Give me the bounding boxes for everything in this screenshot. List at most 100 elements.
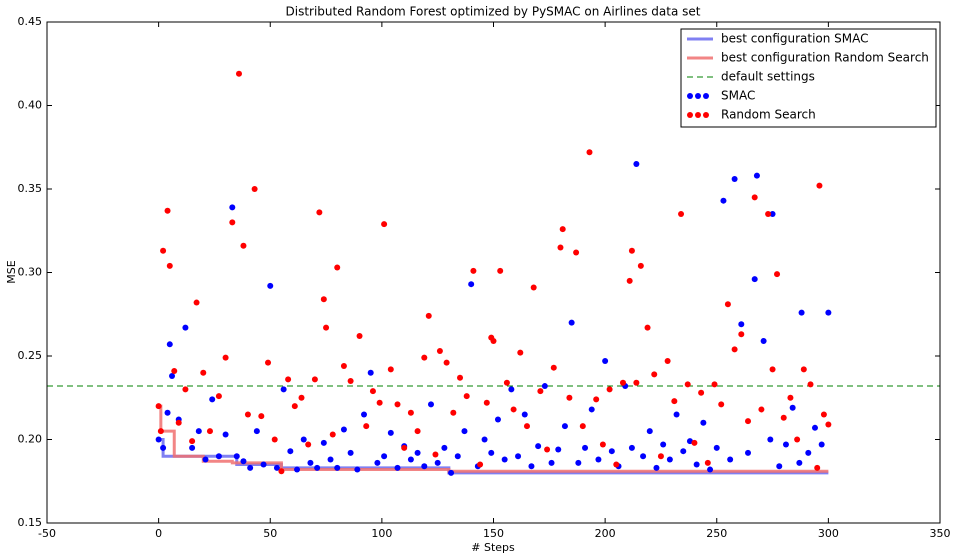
point xyxy=(258,413,265,420)
point xyxy=(320,296,327,303)
point xyxy=(582,444,589,451)
plot-area xyxy=(47,70,940,476)
point xyxy=(195,428,202,435)
point xyxy=(718,401,725,408)
point xyxy=(798,309,805,316)
point xyxy=(215,453,222,460)
point xyxy=(666,456,673,463)
point xyxy=(189,438,196,445)
point xyxy=(421,354,428,361)
point xyxy=(731,175,738,182)
point xyxy=(164,409,171,416)
point xyxy=(233,453,240,460)
point xyxy=(323,324,330,331)
point xyxy=(769,366,776,373)
point xyxy=(700,419,707,426)
point xyxy=(222,431,229,438)
point xyxy=(240,242,247,249)
point xyxy=(724,301,731,308)
point xyxy=(294,466,301,473)
point xyxy=(287,448,294,455)
point xyxy=(637,262,644,269)
point xyxy=(443,359,450,366)
point xyxy=(160,444,167,451)
point xyxy=(820,411,827,418)
point xyxy=(387,429,394,436)
chart-title: Distributed Random Forest optimized by P… xyxy=(286,5,701,19)
point xyxy=(247,464,254,471)
point xyxy=(628,444,635,451)
point xyxy=(265,359,272,366)
x-tick-label: 250 xyxy=(706,527,727,540)
point xyxy=(229,219,236,226)
point xyxy=(523,423,530,430)
point xyxy=(707,466,714,473)
point xyxy=(193,299,200,306)
point xyxy=(651,371,658,378)
point xyxy=(448,469,455,476)
plot-frame xyxy=(46,21,941,524)
point xyxy=(508,386,515,393)
point xyxy=(155,403,162,410)
point xyxy=(267,282,274,289)
y-axis-label: MSE xyxy=(5,260,18,283)
point xyxy=(575,459,582,466)
point xyxy=(271,436,278,443)
point xyxy=(414,449,421,456)
point xyxy=(550,364,557,371)
legend-label: SMAC xyxy=(721,89,755,103)
point xyxy=(760,337,767,344)
point xyxy=(189,444,196,451)
point xyxy=(347,378,354,385)
point xyxy=(434,459,441,466)
point xyxy=(401,444,408,451)
point xyxy=(807,381,814,388)
point xyxy=(291,403,298,410)
point xyxy=(334,264,341,271)
point xyxy=(608,448,615,455)
point xyxy=(805,449,812,456)
point xyxy=(407,409,414,416)
point xyxy=(619,379,626,386)
point xyxy=(593,396,600,403)
point xyxy=(818,441,825,448)
point xyxy=(171,368,178,375)
point xyxy=(202,456,209,463)
point xyxy=(586,149,593,156)
point xyxy=(273,464,280,471)
point xyxy=(691,439,698,446)
point xyxy=(278,468,285,475)
point xyxy=(561,423,568,430)
point xyxy=(657,453,664,460)
point xyxy=(369,388,376,395)
point xyxy=(510,406,517,413)
x-tick-label: 100 xyxy=(371,527,392,540)
point xyxy=(320,439,327,446)
point xyxy=(825,421,832,428)
point xyxy=(559,226,566,233)
point xyxy=(544,446,551,453)
point xyxy=(698,389,705,396)
point xyxy=(421,463,428,470)
legend-swatch xyxy=(695,112,701,118)
point xyxy=(374,459,381,466)
point xyxy=(530,284,537,291)
legend-swatch xyxy=(687,93,693,99)
point xyxy=(713,444,720,451)
point xyxy=(229,204,236,211)
point xyxy=(535,443,542,450)
point xyxy=(684,381,691,388)
legend-label: Random Search xyxy=(721,108,816,122)
point xyxy=(253,428,260,435)
point xyxy=(794,436,801,443)
point xyxy=(166,262,173,269)
point xyxy=(738,331,745,338)
point xyxy=(387,366,394,373)
point xyxy=(251,186,258,192)
point xyxy=(376,399,383,406)
point xyxy=(745,449,752,456)
point xyxy=(215,393,222,400)
point xyxy=(753,172,760,179)
point xyxy=(488,449,495,456)
